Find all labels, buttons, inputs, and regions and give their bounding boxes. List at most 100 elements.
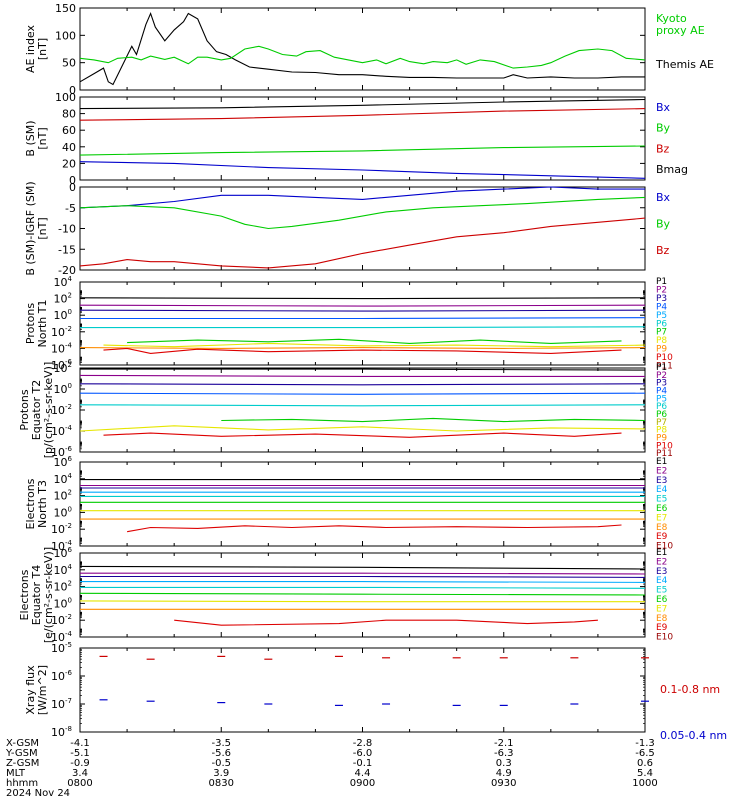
legend-entry: P10 [656,441,673,451]
legend-entry: By [656,218,671,231]
y-axis-label: [nT] [36,127,49,149]
series-line [79,108,646,121]
date-label: 2024 Nov 24 [6,788,70,799]
legend-entry: E5 [656,495,667,505]
y-tick-label: 102 [54,361,72,375]
y-tick-label: 10-4 [51,630,73,644]
legend-entry: Themis AE [655,58,714,71]
ephemeris-value: 3.9 [213,768,229,779]
legend-entry: P2 [656,285,667,295]
y-axis-label: [nT] [36,217,49,239]
legend-entry: 0.1-0.8 nm [660,683,720,696]
y-tick-label: 10-7 [51,697,72,711]
series-line [103,342,646,348]
legend-entry: P6 [656,410,667,420]
series-line [103,432,622,438]
y-tick-label: 106 [54,546,73,560]
series-line [80,581,646,583]
ephemeris-value: -3.5 [211,738,231,749]
ephemeris-value: 1000 [632,778,657,789]
legend-entry: By [656,122,671,135]
ephemeris-value: -0.1 [353,758,373,769]
legend-entry: E10 [656,542,673,552]
series-line [221,417,646,423]
y-tick-label: 80 [62,108,76,121]
legend-entry: E4 [656,485,668,495]
y-axis-label: Protons [24,303,37,344]
y-axis-label: [e/(cm²-s-sr-keV)] [42,547,55,643]
ephemeris-value: -6.3 [494,748,514,759]
ephemeris-label: X-GSM [6,738,39,749]
y-axis-label: [p/(cm²-s-sr-keV)] [42,362,55,459]
y-tick-label: 100 [54,308,72,322]
legend-entry: P11 [656,362,673,372]
legend-entry: E1 [656,548,667,558]
ephemeris-label: hhmm [6,778,38,789]
plot-frame [79,96,646,181]
series-line [80,368,646,371]
ephemeris-value: 0930 [491,778,516,789]
ephemeris-value: 3.4 [72,768,88,779]
panel-electrons_eq4: 10-4 10-2 100 102 104 106 Electrons Equator T4[… [18,546,673,644]
series-line [79,383,646,386]
y-tick-label: 10-2 [51,522,72,536]
ephemeris-label: Y-GSM [5,748,38,759]
ephemeris-value: -6.0 [353,748,373,759]
legend-entry: P6 [656,319,667,329]
y-tick-label: 10-4 [51,539,73,553]
y-tick-label: 104 [54,275,73,289]
legend-entry: Bmag [656,163,688,176]
y-axis-label: North T3 [36,480,49,528]
series-line [80,317,646,320]
y-tick-label: 40 [62,141,76,154]
ephemeris-value: 0830 [209,778,234,789]
legend-entry: P3 [656,379,667,389]
panel-xray: 10-8 10-7 10-6 10-5 Xray flux [W/m^2] 0.1-0.8 … [24,641,727,742]
ephemeris-value: -6.5 [635,748,655,759]
legend-entry: P1 [656,363,667,373]
y-tick-label: -5 [65,202,76,215]
y-tick-label: -10 [58,223,76,236]
legend-entry: P10 [656,353,673,363]
legend-entry: E4 [656,576,668,586]
ephemeris-value: -0.5 [211,758,231,769]
y-tick-label: 100 [54,505,72,519]
panel-bsm: 0 20 40 60 80 100 B (SM) [nT] Bx By Bz Bmag [24,91,688,187]
series-line [79,309,646,312]
y-tick-label: 10-2 [51,613,72,627]
y-tick-label: 102 [54,489,72,503]
plot-frame [79,367,646,453]
y-axis-label: Equator T2 [30,380,43,440]
series-line [79,161,646,179]
y-tick-label: 60 [62,124,76,137]
series-line [127,524,622,533]
ephemeris-label: MLT [6,768,26,779]
plot-frame [79,647,646,733]
legend-entry: P4 [656,302,667,312]
ephemeris-value: 0900 [350,778,375,789]
legend-entry: Bz [656,244,670,257]
y-tick-label: 0 [69,174,76,187]
plot-frame [79,461,646,547]
legend-entry: P3 [656,294,667,304]
legend-entry: 0.05-0.4 nm [660,729,727,742]
y-tick-label: 10-4 [51,341,73,355]
ephemeris-value: -4.1 [70,738,90,749]
y-tick-label: 100 [55,29,76,42]
ephemeris-value: 4.4 [355,768,371,779]
series-line [79,600,645,603]
legend-entry: P9 [656,345,667,355]
legend-entry: E8 [656,523,668,533]
y-axis-label: B (SM)-IGRF (SM) [24,181,37,275]
y-tick-label: 104 [54,563,73,577]
series-line [80,326,646,329]
legend-entry: Kyoto [656,12,687,25]
y-tick-label: 10-6 [51,669,73,683]
y-tick-label: 102 [54,580,72,594]
series-line [79,592,646,596]
legend-entry: E6 [656,504,668,514]
series-line [79,145,646,156]
